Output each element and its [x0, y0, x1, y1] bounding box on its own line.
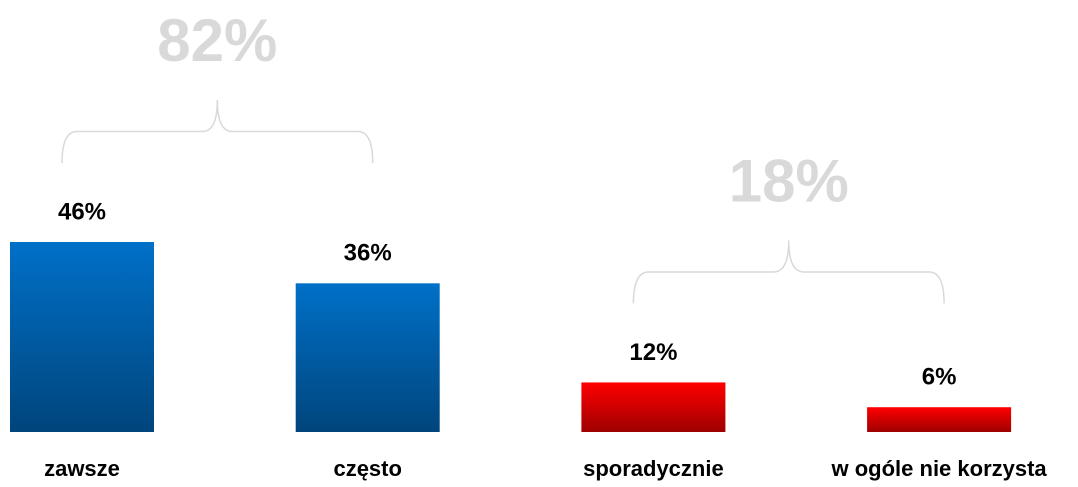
bar	[10, 242, 154, 432]
group-label: 82%	[157, 7, 277, 74]
value-label: 46%	[58, 198, 106, 225]
group-label: 18%	[729, 147, 849, 214]
category-label: w ogóle nie korzysta	[831, 456, 1048, 481]
category-label: często	[333, 456, 401, 481]
group-brace	[61, 100, 374, 164]
group-brace	[632, 240, 945, 304]
category-label: zawsze	[44, 456, 120, 481]
bar	[581, 382, 726, 432]
value-label: 36%	[344, 240, 392, 267]
value-label: 6%	[922, 364, 957, 391]
category-label: sporadycznie	[583, 456, 724, 481]
value-label: 12%	[629, 339, 677, 366]
bar	[867, 407, 1012, 432]
bar	[295, 283, 440, 432]
